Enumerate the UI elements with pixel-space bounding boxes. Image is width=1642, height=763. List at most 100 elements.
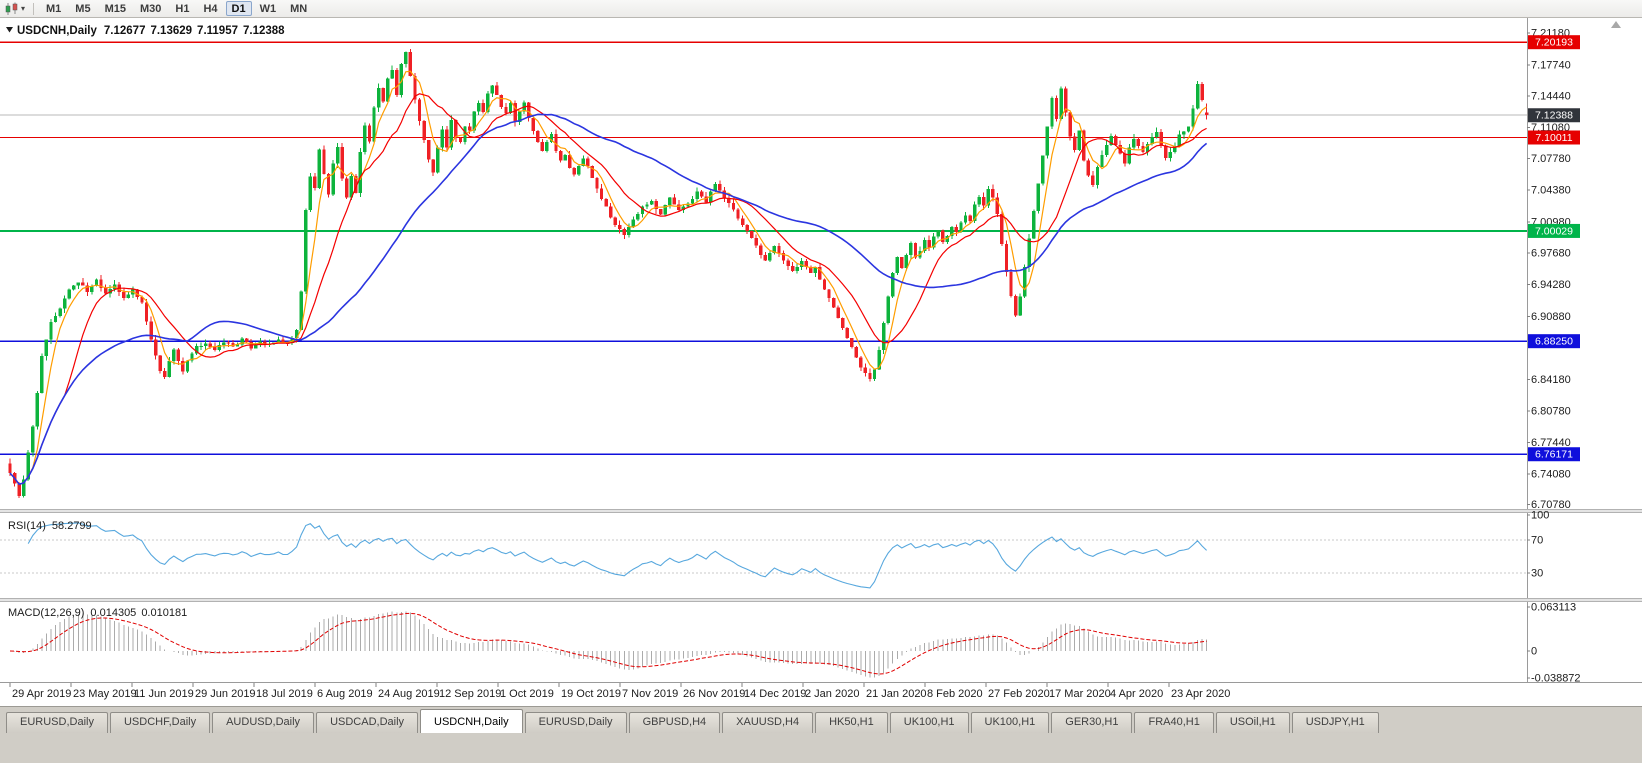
toolbar: ▾ M1 M5 M15 M30 H1 H4 D1 W1 MN [0,0,1642,18]
moving-average-40 [9,113,1208,486]
price-badge-resistance-line [1528,130,1580,145]
tab-6-gbpusd-h4[interactable]: GBPUSD,H4 [628,712,721,733]
tab-9-uk100-h1[interactable]: UK100,H1 [889,712,969,733]
price-tick-label: 6.97680 [1531,247,1571,259]
macd-axis-label: 0.063113 [1531,602,1576,614]
price-badge-support-line [1528,447,1580,462]
time-axis-label: 1 Oct 2019 [500,688,554,700]
macd-label: MACD(12,26,9) 0.014305 0.010181 [8,607,187,619]
chart-menu-arrow-icon[interactable] [6,27,13,33]
chart-shift-marker-icon [1611,21,1621,28]
price-axis: 10070300.0631130-0.0388727.211807.177407… [1527,27,1581,685]
macd-panel [9,611,1208,678]
timeframe-button-m5[interactable]: M5 [75,3,91,15]
rsi-axis-label: 30 [1531,567,1543,579]
price-badge-value: 7.00029 [1535,225,1573,237]
time-axis-label: 29 Apr 2019 [12,688,71,700]
time-axis-label: 6 Aug 2019 [317,688,373,700]
price-badge-value: 6.76171 [1535,449,1573,461]
price-tick-label: 7.07780 [1531,153,1571,165]
price-badge-support-line [1528,334,1580,349]
macd-axis-label: 0 [1531,646,1537,658]
rsi-panel [0,522,1527,589]
tab-8-hk50-h1[interactable]: HK50,H1 [815,712,888,733]
candles [8,48,1209,498]
time-axis-label: 19 Oct 2019 [561,688,621,700]
tab-11-ger30-h1[interactable]: GER30,H1 [1051,712,1133,733]
time-axis-label: 26 Nov 2019 [683,688,745,700]
price-badge-pivot-line [1528,223,1580,238]
tab-0-eurusd-daily[interactable]: EURUSD,Daily [6,712,108,733]
tab-12-fra40-h1[interactable]: FRA40,H1 [1134,712,1214,733]
chart-canvas[interactable]: 10070300.0631130-0.0388727.211807.177407… [0,18,1642,706]
time-axis-label: 23 May 2019 [73,688,137,700]
candlestick-chart-icon [5,2,18,15]
price-badge-bid-price [1528,108,1580,123]
chart-window: 100 70 30 0.063113 0 -0.038872 7.21180 7.17740 7… [0,18,1642,706]
price-badge-value: 7.10011 [1535,132,1572,144]
tab-3-usdcad-daily[interactable]: USDCAD,Daily [316,712,419,733]
timeframe-button-m30[interactable]: M30 [139,3,162,15]
price-tick-label: 6.90880 [1531,311,1571,323]
time-axis-label: 21 Jan 2020 [866,688,927,700]
time-axis-label: 8 Feb 2020 [927,688,983,700]
chart-title: USDCNH,Daily 7.12677 7.13629 7.11957 7.12388 [17,25,285,37]
toolbar-separator [33,2,35,15]
price-tick-label: 7.14440 [1531,91,1571,103]
timeframe-button-m15[interactable]: M15 [104,3,126,15]
timeframe-button-w1[interactable]: W1 [259,3,277,15]
price-badge-value: 6.88250 [1535,336,1573,348]
time-axis-label: 12 Sep 2019 [439,688,501,700]
timeframe-button-h1[interactable]: H1 [175,3,190,15]
timeframe-button-h4[interactable]: H4 [203,3,218,15]
timeframe-button-mn[interactable]: MN [290,3,308,15]
time-axis-label: 14 Dec 2019 [744,688,806,700]
time-axis-label: 4 Apr 2020 [1110,688,1163,700]
macd-axis-label: -0.038872 [1531,673,1581,685]
time-axis-label: 7 Nov 2019 [622,688,678,700]
timeframe-button-d1[interactable]: D1 [225,1,252,16]
tab-13-usoil-h1[interactable]: USOil,H1 [1215,712,1290,733]
chart-type-button[interactable]: ▾ [4,2,25,16]
chart-tabs: EURUSD,Daily USDCHF,Daily AUDUSD,Daily USDC… [0,707,1642,733]
time-axis-label: 17 Mar 2020 [1049,688,1111,700]
timeframe-button-m1[interactable]: M1 [46,3,62,15]
status-bar [0,733,1642,763]
price-tick-label: 7.17740 [1531,60,1571,72]
tab-4-usdcnh-daily[interactable]: USDCNH,Daily [420,709,523,733]
moving-averages [9,70,1208,486]
tab-5-eurusd-daily[interactable]: EURUSD,Daily [524,712,627,733]
tab-10-uk100-h1[interactable]: UK100,H1 [970,712,1050,733]
price-tick-label: 6.74080 [1531,468,1571,480]
price-tick-label: 7.04380 [1531,185,1571,197]
time-axis-label: 27 Feb 2020 [988,688,1050,700]
tab-14-usdjpy-h1[interactable]: USDJPY,H1 [1291,712,1379,733]
panel-separator[interactable] [0,509,1642,513]
time-axis-label: 18 Jul 2019 [256,688,313,700]
time-axis-label: 11 Jun 2019 [134,688,194,700]
rsi-line [27,522,1207,589]
tab-1-usdchf-daily[interactable]: USDCHF,Daily [109,712,211,733]
timeframe-buttons: M1 M5 M15 M30 H1 H4 D1 W1 MN [39,1,314,16]
time-axis-label: 29 Jun 2019 [195,688,256,700]
time-axis-label: 2 Jan 2020 [805,688,859,700]
rsi-axis-label: 70 [1531,534,1543,546]
tab-2-audusd-daily[interactable]: AUDUSD,Daily [212,712,315,733]
tab-bar: EURUSD,Daily USDCHF,Daily AUDUSD,Daily USDC… [0,706,1642,763]
price-badge-value: 7.20193 [1535,37,1573,49]
price-tick-label: 6.77440 [1531,437,1571,449]
panel-separator[interactable] [0,598,1642,602]
rsi-label: RSI(14) 58.2799 [8,520,92,532]
price-badge-value: 7.12388 [1535,110,1573,122]
caret-down-icon: ▾ [21,3,26,13]
time-axis-label: 24 Aug 2019 [378,688,440,700]
price-tick-label: 6.70780 [1531,499,1571,511]
moving-average-13 [9,93,1207,485]
rsi-axis-label: 100 [1531,510,1549,522]
macd-signal-line [9,612,1207,675]
time-axis-label: 23 Apr 2020 [1171,688,1230,700]
tab-7-xauusd-h4[interactable]: XAUUSD,H4 [722,712,814,733]
price-tick-label: 6.94280 [1531,279,1571,291]
moving-average-5 [9,70,1207,485]
